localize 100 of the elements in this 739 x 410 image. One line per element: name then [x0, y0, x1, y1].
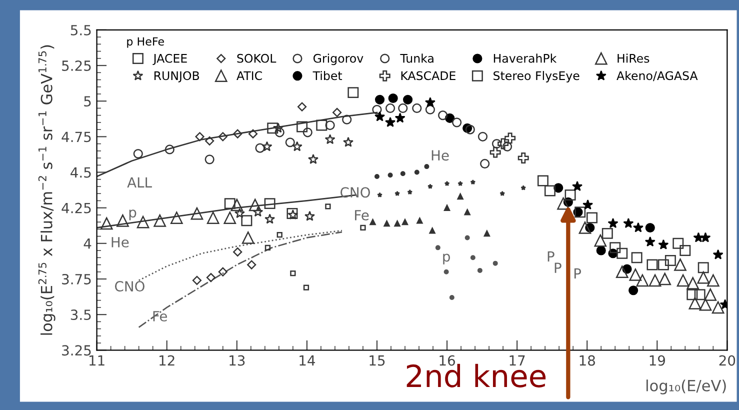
- point: [332, 108, 342, 118]
- annotation: p: [443, 254, 450, 264]
- x-tick-label: 14: [300, 355, 315, 366]
- annotation: CNO: [114, 281, 144, 292]
- point: [343, 136, 354, 147]
- y-tick-label: 3.5: [70, 310, 91, 320]
- point: [594, 234, 607, 247]
- point: [470, 255, 476, 260]
- annotation: P: [554, 262, 562, 273]
- point: [444, 269, 449, 274]
- point: [154, 214, 166, 227]
- legend-label: HiRes: [618, 54, 650, 63]
- point: [427, 184, 433, 189]
- point: [676, 274, 690, 287]
- point: [388, 172, 393, 178]
- point: [502, 142, 512, 152]
- point: [412, 103, 422, 113]
- text: log₁₀(E$^{2.75}$ x Flux/m$^{−2}$ s$^{−1}$ sr$^{−1}$ GeV$^{1.75}$): [38, 45, 56, 335]
- point: [478, 132, 488, 142]
- point: [628, 286, 638, 296]
- x-tick-label: 13: [230, 355, 245, 366]
- point: [205, 136, 214, 146]
- point: [385, 116, 396, 127]
- point: [267, 122, 278, 134]
- point: [477, 268, 482, 273]
- point: [248, 129, 258, 138]
- point: [233, 247, 242, 256]
- x-tick-label: 12: [160, 355, 174, 366]
- point: [464, 235, 470, 240]
- point: [658, 239, 669, 250]
- point: [192, 276, 202, 285]
- point: [544, 185, 556, 196]
- point: [457, 193, 464, 200]
- y-tick-label: 4.25: [62, 202, 91, 214]
- point: [304, 210, 315, 221]
- point: [292, 141, 302, 152]
- point: [324, 134, 336, 144]
- annotation: ALL: [127, 177, 152, 188]
- annotation: 2nd knee: [406, 364, 546, 388]
- point: [686, 277, 700, 290]
- point: [438, 110, 448, 120]
- point: [297, 102, 307, 112]
- point: [644, 236, 656, 247]
- legend-label: JACEE: [152, 54, 187, 66]
- legend-label: Grigorov: [313, 54, 364, 66]
- point: [255, 143, 265, 153]
- point: [658, 259, 669, 270]
- annotation: P: [548, 251, 554, 262]
- point: [465, 124, 475, 134]
- point: [706, 274, 720, 287]
- point: [610, 242, 621, 254]
- point: [290, 270, 296, 276]
- point: [623, 218, 634, 228]
- point: [394, 112, 406, 123]
- point: [372, 104, 382, 114]
- point: [699, 298, 712, 311]
- legend-title: p HeFe: [127, 37, 164, 48]
- point: [316, 120, 328, 131]
- point: [374, 174, 380, 180]
- point: [470, 179, 476, 185]
- point: [520, 185, 526, 190]
- point: [264, 198, 276, 210]
- point: [252, 206, 264, 217]
- point: [490, 146, 501, 158]
- point: [302, 128, 312, 138]
- point: [276, 232, 282, 238]
- y-tick-label: 4: [84, 238, 92, 249]
- point: [360, 224, 366, 231]
- point: [274, 128, 284, 138]
- legend-label: Tibet: [312, 71, 342, 80]
- point: [248, 198, 262, 212]
- point: [394, 190, 400, 196]
- point: [230, 198, 244, 212]
- point: [492, 138, 502, 149]
- point: [377, 192, 382, 198]
- point: [233, 129, 242, 138]
- point: [164, 144, 174, 154]
- point: [296, 121, 308, 132]
- annotation: He: [112, 237, 129, 248]
- legend-label: Tunka: [400, 54, 434, 63]
- point: [452, 118, 462, 128]
- point: [342, 114, 352, 124]
- point: [190, 207, 204, 220]
- point: [698, 262, 709, 274]
- point: [262, 141, 272, 152]
- point: [697, 271, 710, 284]
- point: [435, 245, 440, 250]
- point: [629, 268, 642, 281]
- point: [537, 175, 548, 186]
- x-tick-label: 18: [580, 355, 595, 366]
- point: [374, 111, 386, 122]
- point: [414, 170, 420, 175]
- point: [498, 138, 509, 150]
- point: [170, 212, 183, 224]
- legend-label: Stereo FlysEye: [494, 71, 580, 82]
- point: [234, 208, 245, 218]
- point: [242, 232, 254, 244]
- point: [458, 180, 464, 186]
- point: [632, 222, 644, 232]
- point: [694, 289, 706, 300]
